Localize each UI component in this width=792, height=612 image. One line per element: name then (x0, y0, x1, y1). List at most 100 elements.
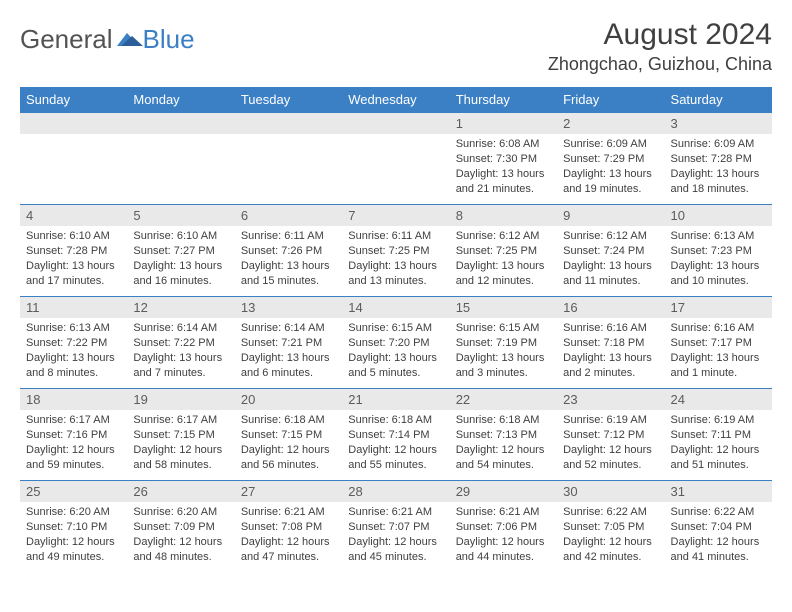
day-number: 5 (127, 205, 234, 226)
calendar-day-cell: 18Sunrise: 6:17 AMSunset: 7:16 PMDayligh… (20, 389, 127, 481)
sunset-line: Sunset: 7:28 PM (671, 152, 766, 167)
day-details: Sunrise: 6:15 AMSunset: 7:19 PMDaylight:… (450, 318, 557, 384)
sunset-line: Sunset: 7:28 PM (26, 244, 121, 259)
day-details: Sunrise: 6:18 AMSunset: 7:13 PMDaylight:… (450, 410, 557, 476)
sunset-line: Sunset: 7:19 PM (456, 336, 551, 351)
day-number: 18 (20, 389, 127, 410)
daylight-line: Daylight: 12 hours and 47 minutes. (241, 535, 336, 565)
day-number-empty (342, 113, 449, 134)
day-details: Sunrise: 6:17 AMSunset: 7:15 PMDaylight:… (127, 410, 234, 476)
day-number: 11 (20, 297, 127, 318)
day-details: Sunrise: 6:16 AMSunset: 7:18 PMDaylight:… (557, 318, 664, 384)
day-details: Sunrise: 6:18 AMSunset: 7:15 PMDaylight:… (235, 410, 342, 476)
day-number: 13 (235, 297, 342, 318)
day-number: 3 (665, 113, 772, 134)
daylight-line: Daylight: 12 hours and 54 minutes. (456, 443, 551, 473)
sunrise-line: Sunrise: 6:21 AM (348, 505, 443, 520)
sunset-line: Sunset: 7:14 PM (348, 428, 443, 443)
calendar-day-cell: 25Sunrise: 6:20 AMSunset: 7:10 PMDayligh… (20, 481, 127, 573)
sunset-line: Sunset: 7:30 PM (456, 152, 551, 167)
calendar-week-row: 11Sunrise: 6:13 AMSunset: 7:22 PMDayligh… (20, 297, 772, 389)
calendar-day-cell: 11Sunrise: 6:13 AMSunset: 7:22 PMDayligh… (20, 297, 127, 389)
calendar-day-cell: 20Sunrise: 6:18 AMSunset: 7:15 PMDayligh… (235, 389, 342, 481)
calendar-day-cell: 27Sunrise: 6:21 AMSunset: 7:08 PMDayligh… (235, 481, 342, 573)
brand-part1: General (20, 24, 113, 55)
calendar-day-cell: 6Sunrise: 6:11 AMSunset: 7:26 PMDaylight… (235, 205, 342, 297)
day-details: Sunrise: 6:11 AMSunset: 7:26 PMDaylight:… (235, 226, 342, 292)
calendar-empty-cell (20, 113, 127, 205)
day-details: Sunrise: 6:22 AMSunset: 7:05 PMDaylight:… (557, 502, 664, 568)
sunrise-line: Sunrise: 6:08 AM (456, 137, 551, 152)
day-details: Sunrise: 6:21 AMSunset: 7:08 PMDaylight:… (235, 502, 342, 568)
calendar-day-cell: 16Sunrise: 6:16 AMSunset: 7:18 PMDayligh… (557, 297, 664, 389)
sunset-line: Sunset: 7:12 PM (563, 428, 658, 443)
day-number-empty (235, 113, 342, 134)
day-details: Sunrise: 6:20 AMSunset: 7:09 PMDaylight:… (127, 502, 234, 568)
daylight-line: Daylight: 12 hours and 56 minutes. (241, 443, 336, 473)
sunset-line: Sunset: 7:21 PM (241, 336, 336, 351)
daylight-line: Daylight: 13 hours and 15 minutes. (241, 259, 336, 289)
day-details: Sunrise: 6:09 AMSunset: 7:29 PMDaylight:… (557, 134, 664, 200)
sunrise-line: Sunrise: 6:16 AM (671, 321, 766, 336)
sunset-line: Sunset: 7:18 PM (563, 336, 658, 351)
day-details: Sunrise: 6:21 AMSunset: 7:07 PMDaylight:… (342, 502, 449, 568)
day-number: 25 (20, 481, 127, 502)
day-details: Sunrise: 6:14 AMSunset: 7:21 PMDaylight:… (235, 318, 342, 384)
sunrise-line: Sunrise: 6:18 AM (348, 413, 443, 428)
weekday-header: Monday (127, 87, 234, 113)
calendar-day-cell: 4Sunrise: 6:10 AMSunset: 7:28 PMDaylight… (20, 205, 127, 297)
sunrise-line: Sunrise: 6:12 AM (456, 229, 551, 244)
sunrise-line: Sunrise: 6:17 AM (26, 413, 121, 428)
sunset-line: Sunset: 7:22 PM (26, 336, 121, 351)
calendar-day-cell: 24Sunrise: 6:19 AMSunset: 7:11 PMDayligh… (665, 389, 772, 481)
daylight-line: Daylight: 13 hours and 16 minutes. (133, 259, 228, 289)
day-number: 15 (450, 297, 557, 318)
daylight-line: Daylight: 13 hours and 12 minutes. (456, 259, 551, 289)
daylight-line: Daylight: 12 hours and 48 minutes. (133, 535, 228, 565)
sunrise-line: Sunrise: 6:21 AM (456, 505, 551, 520)
calendar-day-cell: 3Sunrise: 6:09 AMSunset: 7:28 PMDaylight… (665, 113, 772, 205)
weekday-header: Tuesday (235, 87, 342, 113)
sunrise-line: Sunrise: 6:20 AM (26, 505, 121, 520)
day-number: 4 (20, 205, 127, 226)
day-number: 30 (557, 481, 664, 502)
day-details: Sunrise: 6:09 AMSunset: 7:28 PMDaylight:… (665, 134, 772, 200)
day-details: Sunrise: 6:12 AMSunset: 7:25 PMDaylight:… (450, 226, 557, 292)
daylight-line: Daylight: 13 hours and 11 minutes. (563, 259, 658, 289)
page-header: General Blue August 2024 Zhongchao, Guiz… (20, 18, 772, 75)
day-details: Sunrise: 6:21 AMSunset: 7:06 PMDaylight:… (450, 502, 557, 568)
day-number: 27 (235, 481, 342, 502)
calendar-day-cell: 13Sunrise: 6:14 AMSunset: 7:21 PMDayligh… (235, 297, 342, 389)
sunset-line: Sunset: 7:08 PM (241, 520, 336, 535)
day-number-empty (127, 113, 234, 134)
day-details: Sunrise: 6:16 AMSunset: 7:17 PMDaylight:… (665, 318, 772, 384)
day-number: 22 (450, 389, 557, 410)
sunrise-line: Sunrise: 6:09 AM (563, 137, 658, 152)
daylight-line: Daylight: 12 hours and 55 minutes. (348, 443, 443, 473)
sunrise-line: Sunrise: 6:11 AM (348, 229, 443, 244)
day-number: 26 (127, 481, 234, 502)
day-number: 31 (665, 481, 772, 502)
daylight-line: Daylight: 13 hours and 18 minutes. (671, 167, 766, 197)
calendar-body: 1 Sunrise: 6:08 AMSunset: 7:30 PM Daylight… (20, 113, 772, 573)
sunset-line: Sunset: 7:29 PM (563, 152, 658, 167)
sunset-line: Sunset: 7:26 PM (241, 244, 336, 259)
calendar-day-cell: 7Sunrise: 6:11 AMSunset: 7:25 PMDaylight… (342, 205, 449, 297)
sunset-line: Sunset: 7:16 PM (26, 428, 121, 443)
calendar-empty-cell (127, 113, 234, 205)
brand-logo: General Blue (20, 18, 195, 55)
calendar-day-cell: 12Sunrise: 6:14 AMSunset: 7:22 PMDayligh… (127, 297, 234, 389)
day-details: Sunrise: 6:15 AMSunset: 7:20 PMDaylight:… (342, 318, 449, 384)
sunset-line: Sunset: 7:24 PM (563, 244, 658, 259)
calendar-day-cell: 30Sunrise: 6:22 AMSunset: 7:05 PMDayligh… (557, 481, 664, 573)
day-details: Sunrise: 6:12 AMSunset: 7:24 PMDaylight:… (557, 226, 664, 292)
day-number: 1 (450, 113, 557, 134)
day-number: 29 (450, 481, 557, 502)
calendar-day-cell: 31Sunrise: 6:22 AMSunset: 7:04 PMDayligh… (665, 481, 772, 573)
calendar-day-cell: 1Sunrise: 6:08 AMSunset: 7:30 PMDaylight… (450, 113, 557, 205)
sunrise-line: Sunrise: 6:09 AM (671, 137, 766, 152)
day-details: Sunrise: 6:13 AMSunset: 7:23 PMDaylight:… (665, 226, 772, 292)
sunrise-line: Sunrise: 6:16 AM (563, 321, 658, 336)
calendar-week-row: 18 Sunrise: 6:17 AMSunset: 7:16 PM Dayligh… (20, 389, 772, 481)
sunrise-line: Sunrise: 6:14 AM (133, 321, 228, 336)
